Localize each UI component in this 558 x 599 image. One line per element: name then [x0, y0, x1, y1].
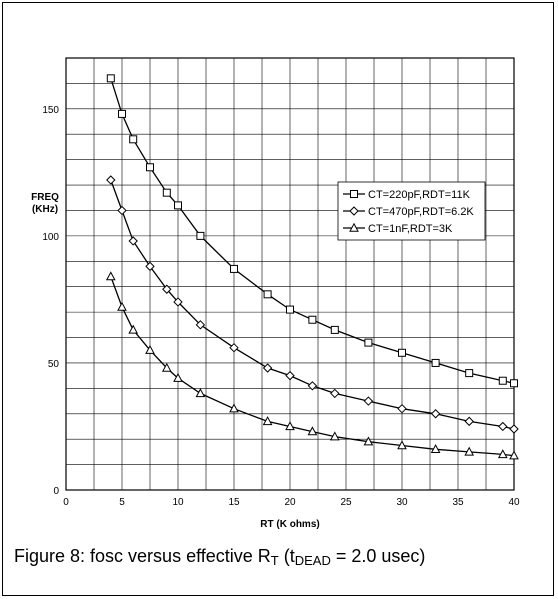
- square-marker: [162, 188, 171, 197]
- x-tick-label: 10: [172, 497, 184, 508]
- triangle-marker: [262, 416, 273, 426]
- triangle-marker: [195, 388, 206, 398]
- series-line: [110, 276, 515, 457]
- series-square: [106, 74, 518, 388]
- caption-middle: (t: [278, 546, 295, 566]
- triangle-marker: [173, 372, 183, 382]
- diamond-marker: [349, 206, 359, 216]
- x-tick-label: 25: [340, 497, 352, 508]
- diamond-marker: [117, 205, 127, 216]
- tick-labels: 0 5 10 15 20 25 30 35 40 0 50 100 150: [42, 105, 520, 508]
- triangle-marker: [105, 271, 116, 281]
- square-marker: [465, 369, 474, 378]
- x-tick-label: 20: [284, 497, 296, 508]
- square-marker: [286, 305, 294, 314]
- triangle-marker: [349, 222, 359, 232]
- triangle-marker: [128, 324, 139, 334]
- square-marker: [230, 264, 238, 273]
- diamond-marker: [195, 320, 206, 330]
- x-tick-label: 5: [119, 497, 125, 508]
- square-marker: [364, 338, 373, 347]
- x-tick-label: 35: [452, 497, 464, 508]
- legend: CT=220pF,RDT=11K CT=470pF,RDT=6.2K CT=1nF,…: [337, 181, 486, 241]
- diamond-marker: [229, 342, 239, 353]
- triangle-marker: [145, 344, 155, 354]
- x-tick-label: 30: [396, 497, 408, 508]
- triangle-marker: [161, 362, 172, 372]
- square-marker: [431, 358, 440, 367]
- triangle-marker: [397, 440, 407, 450]
- triangle-marker: [229, 403, 239, 413]
- square-marker: [350, 190, 358, 198]
- y-axis-title-line2: (KHz): [32, 204, 58, 215]
- x-tick-label: 15: [228, 497, 240, 508]
- triangle-marker: [464, 446, 475, 456]
- figure-caption: Figure 8: fosc versus effective RT (tDEA…: [14, 546, 554, 568]
- diamond-marker: [397, 403, 407, 414]
- legend-label: CT=470pF,RDT=6.2K: [368, 206, 474, 218]
- diamond-marker: [128, 236, 138, 246]
- diamond-marker: [145, 261, 155, 272]
- triangle-marker: [430, 444, 441, 454]
- legend-label: CT=1nF,RDT=3K: [368, 223, 453, 235]
- square-marker: [146, 163, 154, 172]
- diamond-marker: [430, 409, 441, 419]
- x-tick-label: 40: [508, 497, 520, 508]
- legend-label: CT=220pF,RDT=11K: [368, 189, 471, 201]
- square-marker: [398, 348, 406, 357]
- series-triangle: [105, 271, 519, 460]
- diamond-marker: [464, 416, 474, 427]
- square-marker: [330, 325, 339, 334]
- diamond-marker: [173, 297, 183, 307]
- diamond-marker: [262, 363, 273, 373]
- caption-sub-t: T: [270, 553, 279, 568]
- triangle-marker: [307, 426, 318, 436]
- square-marker: [308, 315, 317, 324]
- square-marker: [498, 376, 507, 385]
- diamond-marker: [330, 388, 340, 399]
- x-axis-title: RT (K ohms): [260, 519, 319, 530]
- y-tick-label: 50: [48, 359, 60, 370]
- y-tick-label: 100: [42, 232, 59, 243]
- caption-sub-dead: DEAD: [294, 553, 331, 568]
- square-marker: [129, 135, 138, 144]
- square-marker: [174, 201, 182, 210]
- diamond-marker: [285, 370, 295, 381]
- triangle-marker: [497, 449, 508, 459]
- square-marker: [510, 379, 518, 388]
- diamond-marker: [509, 424, 519, 434]
- triangle-marker: [329, 431, 340, 441]
- square-marker: [118, 109, 126, 118]
- series-layer: [105, 74, 519, 460]
- triangle-marker: [117, 301, 127, 311]
- diamond-marker: [106, 175, 116, 185]
- series-diamond: [106, 175, 519, 434]
- diamond-marker: [363, 396, 374, 406]
- series-line: [110, 179, 515, 430]
- diamond-marker: [307, 381, 318, 391]
- y-axis-title-line1: FREQ: [31, 192, 59, 203]
- caption-prefix: Figure 8: fosc versus effective R: [14, 546, 271, 566]
- plot-area: [65, 57, 515, 491]
- diamond-marker: [162, 284, 172, 294]
- y-tick-label: 0: [53, 486, 59, 497]
- triangle-marker: [363, 436, 374, 446]
- caption-suffix: = 2.0 usec): [330, 546, 426, 566]
- square-marker: [196, 231, 205, 240]
- diamond-marker: [498, 421, 508, 432]
- square-marker: [263, 290, 272, 299]
- square-marker: [106, 74, 115, 83]
- triangle-marker: [509, 450, 519, 460]
- triangle-marker: [285, 421, 295, 431]
- y-tick-label: 150: [42, 105, 59, 116]
- x-tick-label: 0: [63, 497, 69, 508]
- series-line: [110, 78, 515, 384]
